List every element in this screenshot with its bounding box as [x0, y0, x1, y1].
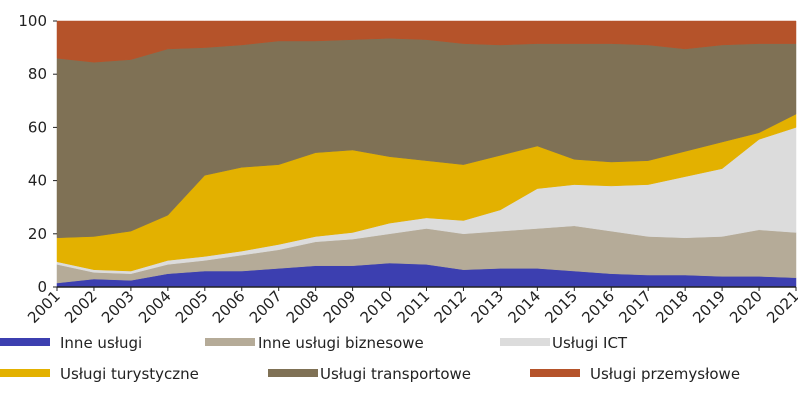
y-tick-label: 0: [37, 278, 47, 296]
y-tick-label: 20: [28, 225, 47, 243]
legend-label: Usługi transportowe: [320, 365, 471, 383]
x-tick-label: 2003: [98, 287, 138, 327]
legend-swatch: [205, 338, 255, 346]
y-tick-label: 100: [18, 12, 47, 30]
x-tick-label: 2001: [24, 287, 64, 327]
x-tick-label: 2017: [615, 287, 655, 327]
legend-label: Inne usługi biznesowe: [258, 334, 424, 352]
legend-swatch: [0, 369, 50, 377]
x-tick-label: 2006: [209, 287, 249, 327]
x-tick-label: 2019: [689, 287, 729, 327]
legend-label: Usługi ICT: [552, 334, 628, 352]
y-tick-label: 80: [28, 65, 47, 83]
legend-label: Inne usługi: [60, 334, 142, 352]
x-tick-label: 2007: [246, 287, 286, 327]
x-tick-label: 2002: [61, 287, 101, 327]
x-tick-label: 2021: [763, 287, 798, 327]
x-tick-label: 2014: [504, 287, 544, 327]
x-tick-label: 2015: [541, 287, 581, 327]
area: [56, 20, 797, 63]
x-tick-label: 2011: [394, 287, 434, 327]
legend-swatch: [268, 369, 318, 377]
x-tick-label: 2018: [652, 287, 692, 327]
x-tick-label: 2004: [135, 287, 175, 327]
x-tick-label: 2016: [578, 287, 618, 327]
y-tick-label: 60: [28, 118, 47, 136]
x-tick-label: 2012: [431, 287, 471, 327]
x-tick-label: 2010: [357, 287, 397, 327]
x-tick-label: 2009: [320, 287, 360, 327]
x-tick-label: 2008: [283, 287, 323, 327]
x-tick-label: 2020: [726, 287, 766, 327]
legend-swatch: [0, 338, 50, 346]
legend-label: Usługi turystyczne: [60, 365, 199, 383]
legend-swatch: [530, 369, 580, 377]
legend-swatch: [500, 338, 550, 346]
y-tick-label: 40: [28, 172, 47, 190]
x-tick-label: 2013: [467, 287, 507, 327]
x-tick-label: 2005: [172, 287, 212, 327]
legend-label: Usługi przemysłowe: [590, 365, 740, 383]
